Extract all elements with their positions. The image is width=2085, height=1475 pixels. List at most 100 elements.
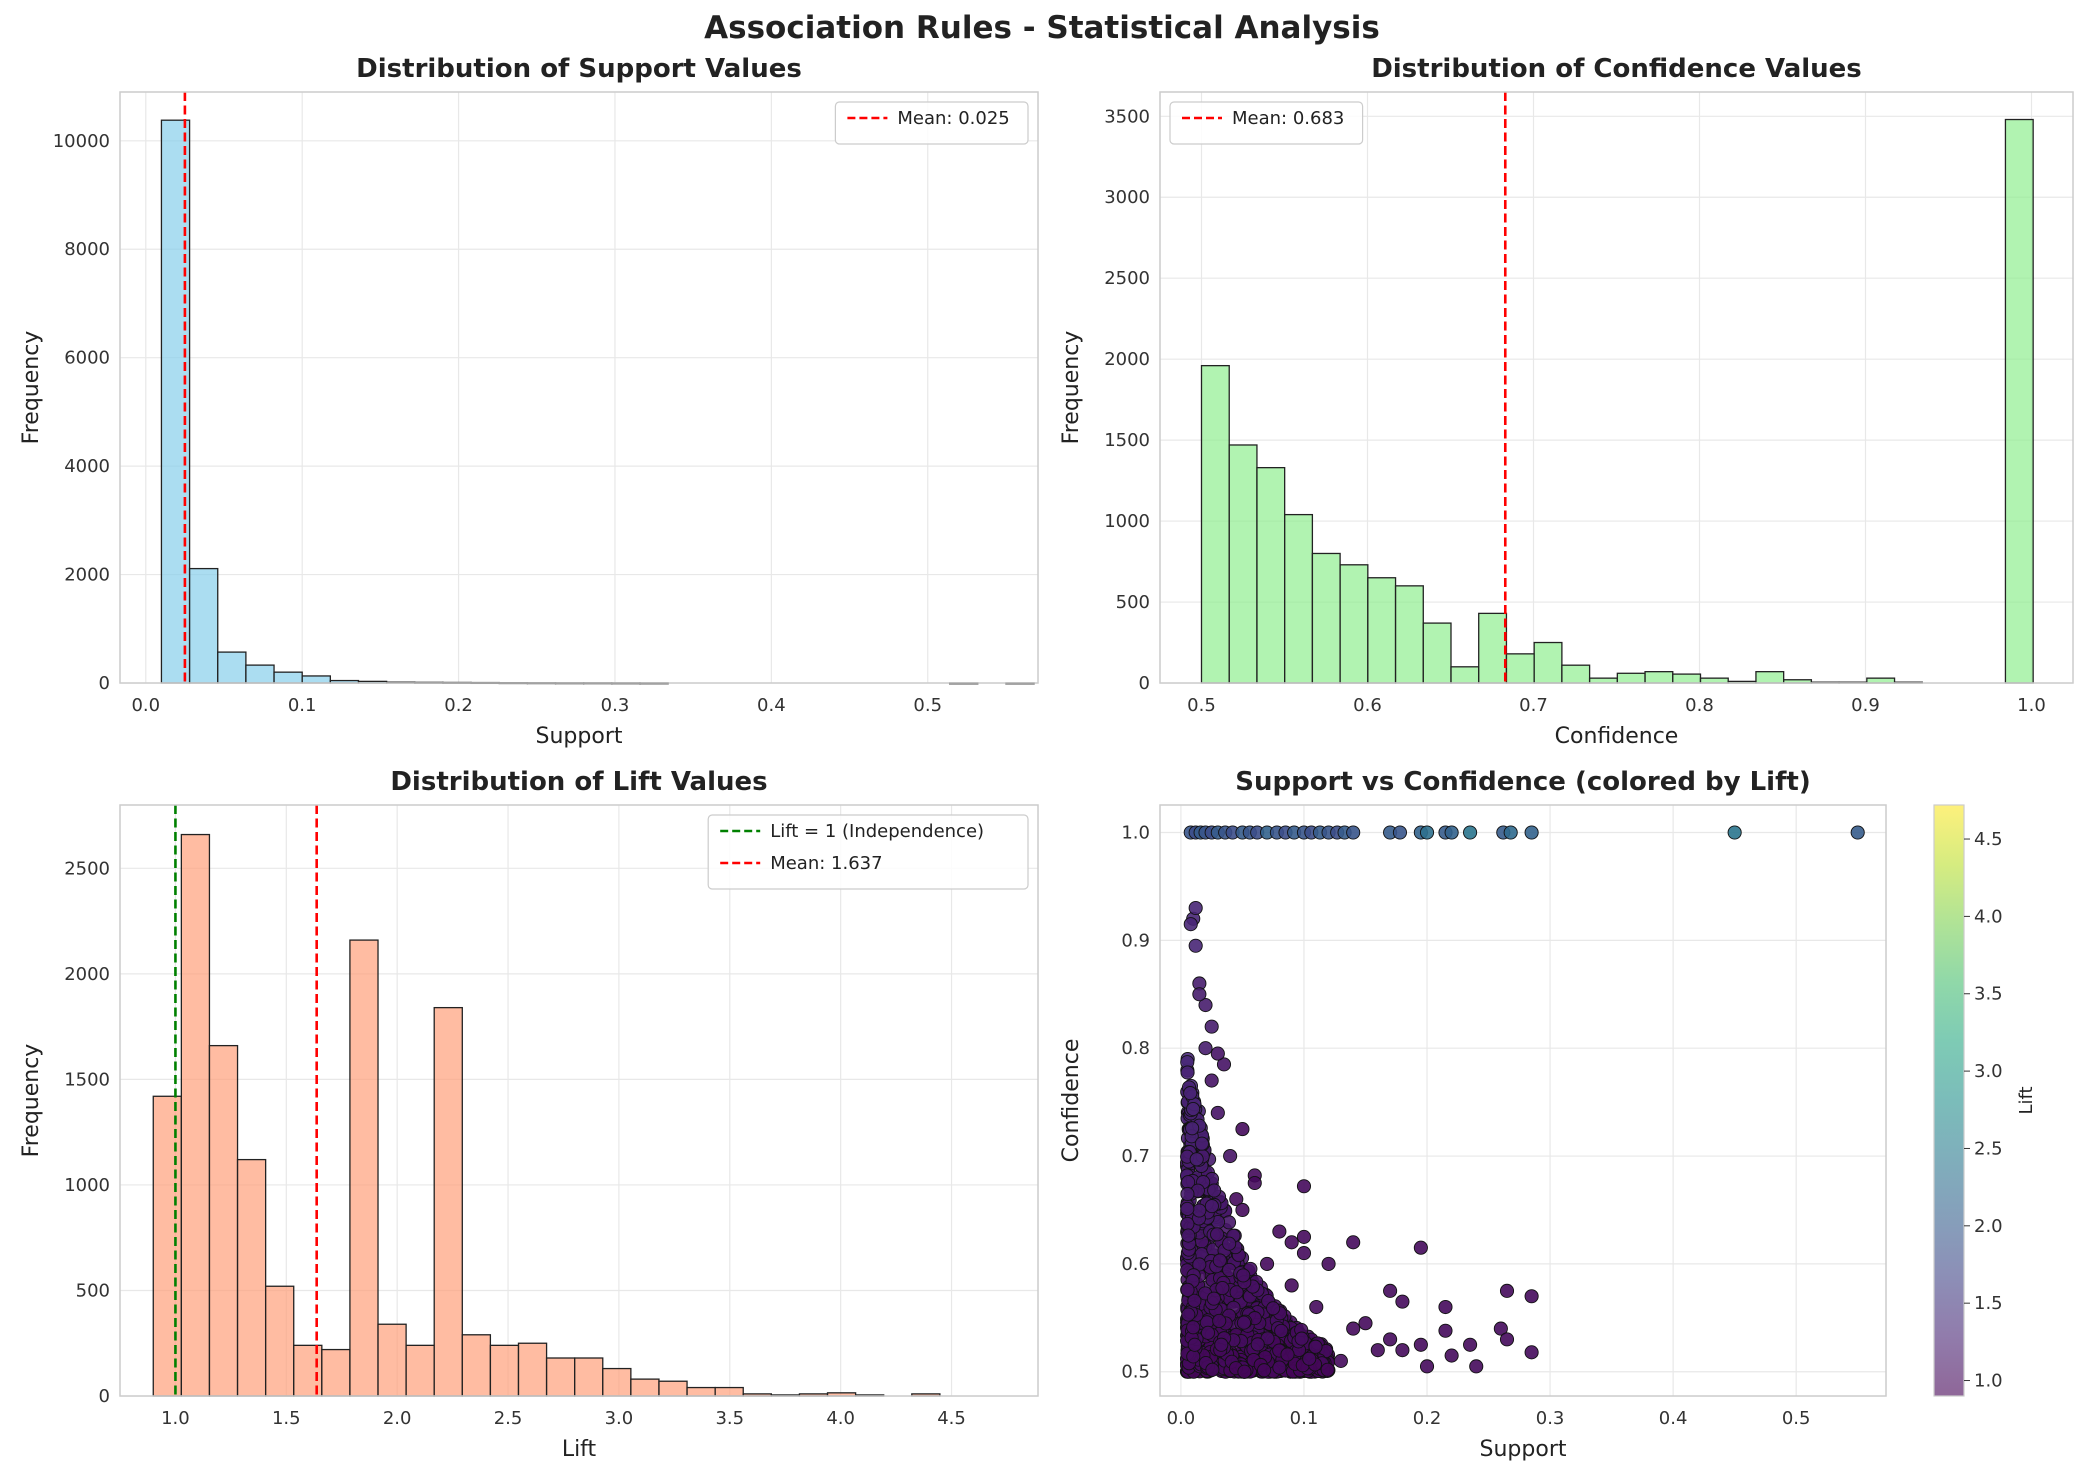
scatter-point	[1850, 825, 1865, 840]
histogram-bar	[152, 1095, 183, 1397]
scatter-point	[1272, 1360, 1287, 1375]
x-tick-label: 1.0	[2017, 695, 2046, 716]
histogram-bar	[1755, 671, 1785, 684]
y-tick-label: 0.9	[1121, 930, 1150, 951]
axes-frame	[1159, 804, 1887, 1397]
y-axis-label: Frequency	[19, 331, 44, 445]
colorbar-tick-label: 3.0	[1974, 1061, 2003, 1082]
scatter-point	[1222, 1236, 1237, 1251]
scatter-point	[1346, 1235, 1361, 1250]
legend-label: Mean: 0.025	[897, 108, 1009, 129]
histogram-bar	[1228, 444, 1258, 684]
colorbar-tick-label: 4.5	[1974, 829, 2003, 850]
x-tick-label: 0.2	[1413, 1408, 1442, 1429]
y-tick-label: 2000	[64, 964, 110, 985]
histogram-bar	[489, 1344, 520, 1397]
scatter-point	[1210, 1046, 1225, 1061]
histogram-bar	[1367, 577, 1397, 684]
legend-label: Mean: 1.637	[770, 853, 882, 874]
scatter-point	[1180, 1282, 1195, 1297]
scatter-point	[1181, 1228, 1196, 1243]
scatter-point	[1212, 1313, 1227, 1328]
scatter-point	[1186, 1349, 1201, 1364]
histogram-bar	[188, 567, 219, 684]
scatter-point	[1207, 1183, 1222, 1198]
x-tick-label: 0.5	[913, 695, 942, 716]
x-tick-label: 0.0	[1167, 1408, 1196, 1429]
histogram-bar	[602, 1367, 632, 1397]
scatter-point	[1260, 1256, 1275, 1271]
histogram-bar	[1311, 552, 1341, 684]
histogram-bar	[321, 1348, 351, 1397]
histogram-bar	[714, 1386, 744, 1397]
y-tick-label: 0.8	[1121, 1038, 1150, 1059]
scatter-point	[1214, 1337, 1229, 1352]
histogram-bar	[517, 1342, 548, 1397]
scatter-point	[1308, 1339, 1323, 1354]
histogram-bar	[574, 1357, 604, 1397]
scatter-point	[1204, 1019, 1219, 1034]
legend-box	[834, 101, 1029, 145]
scatter-point	[1188, 900, 1203, 916]
y-tick-label: 0.7	[1121, 1146, 1150, 1167]
scatter-point	[1266, 1301, 1281, 1316]
x-tick-label: 0.4	[757, 695, 786, 716]
chart-title: Distribution of Support Values	[356, 54, 802, 84]
x-tick-label: 0.2	[444, 695, 473, 716]
histogram-bar	[1450, 666, 1480, 684]
colorbar-tick-label: 1.0	[1974, 1371, 2003, 1392]
histogram-bar	[1200, 364, 1230, 684]
scatter-point	[1235, 1202, 1250, 1218]
x-axis-label: Lift	[562, 1437, 597, 1462]
scatter-point	[1463, 1337, 1478, 1352]
scatter-point	[1524, 1289, 1539, 1304]
histogram-bar	[236, 1158, 267, 1397]
histogram-bar	[630, 1378, 660, 1397]
x-tick-label: 1.0	[161, 1408, 190, 1429]
scatter-point	[1210, 1227, 1225, 1242]
scatter-point	[1194, 1136, 1209, 1151]
support-vs-confidence-scatter-panel: 0.0 0.1 0.2 0.3 0.4 0.5 0.5 0.6 0.7 0.8 0.9 1.0 Supp…	[1059, 767, 2037, 1462]
scatter-point	[1438, 1299, 1453, 1315]
scatter-point	[1358, 1316, 1373, 1331]
colorbar-tick-label: 2.0	[1974, 1216, 2003, 1237]
x-tick-label: 0.8	[1685, 695, 1714, 716]
histogram-bar	[2004, 118, 2034, 684]
scatter-point	[1727, 825, 1742, 840]
y-tick-label: 1.0	[1121, 823, 1150, 844]
scatter-point	[1395, 1294, 1410, 1309]
y-tick-label: 0.6	[1121, 1254, 1150, 1275]
scatter-point	[1185, 1121, 1200, 1136]
scatter-point	[1438, 1323, 1453, 1338]
scatter-point	[1210, 1105, 1225, 1120]
scatter-point	[1192, 987, 1207, 1002]
x-axis-label: Confidence	[1555, 724, 1679, 749]
y-tick-label: 0	[1139, 673, 1150, 694]
legend-box	[707, 814, 1029, 890]
scatter-point	[1463, 825, 1478, 840]
x-axis-label: Support	[536, 724, 623, 749]
scatter-point	[1186, 1320, 1201, 1335]
scatter-point	[1395, 1343, 1410, 1358]
legend: Mean: 0.025	[834, 101, 1029, 145]
histogram-bar	[1422, 622, 1452, 684]
x-tick-label: 2.0	[383, 1408, 412, 1429]
scatter-point	[1180, 1186, 1195, 1202]
histogram-bar	[405, 1344, 435, 1397]
y-tick-label: 1500	[64, 1069, 110, 1090]
scatter-point	[1503, 825, 1518, 840]
histogram-bar	[208, 1044, 239, 1397]
legend: Mean: 0.683	[1169, 101, 1364, 145]
histogram-bar	[217, 651, 247, 684]
y-tick-label: 2500	[1104, 268, 1150, 289]
histogram-bar	[461, 1334, 492, 1397]
x-tick-label: 3.5	[715, 1408, 744, 1429]
scatter-point	[1272, 1224, 1287, 1239]
histogram-bar	[545, 1357, 576, 1397]
x-tick-label: 0.5	[1187, 695, 1216, 716]
axes-frame	[1159, 91, 2074, 684]
y-tick-label: 2000	[64, 565, 110, 586]
scatter-point	[1469, 1359, 1484, 1374]
scatter-point	[1212, 1253, 1227, 1268]
